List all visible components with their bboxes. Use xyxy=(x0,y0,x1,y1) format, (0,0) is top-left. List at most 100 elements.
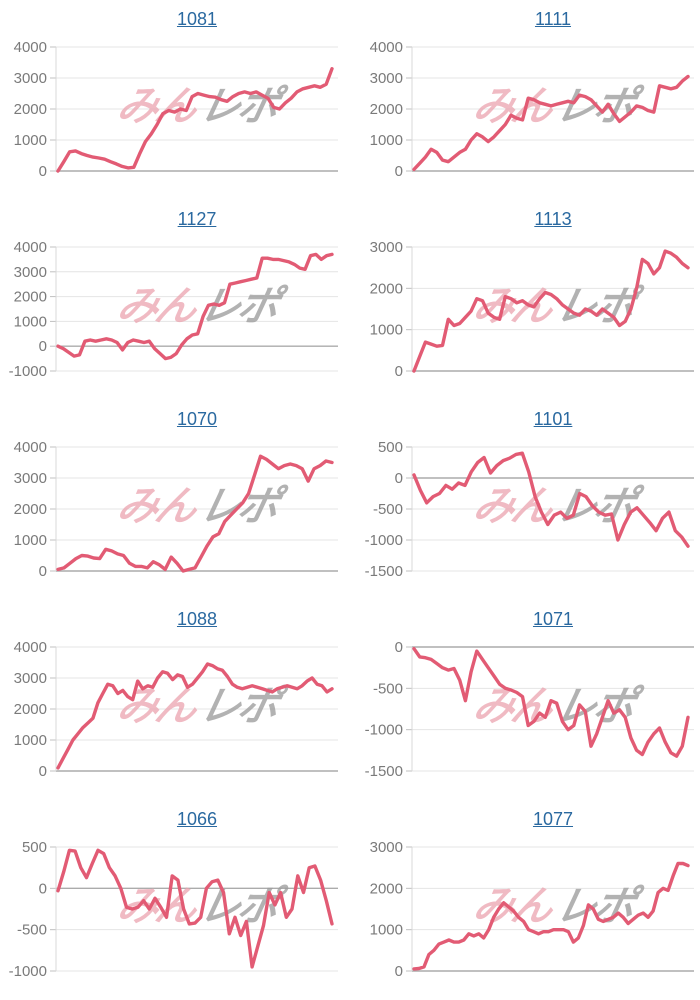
y-axis-label: 0 xyxy=(395,470,403,487)
y-axis-label: 0 xyxy=(39,763,47,780)
y-axis-label: 2000 xyxy=(14,501,47,518)
chart-title-link[interactable]: 1070 xyxy=(176,409,218,429)
y-axis-label: 1000 xyxy=(370,922,403,939)
watermark-gray-text: レポ xyxy=(551,83,637,129)
chart-cell: 1070 0 1000 2000 3000 4000 みんレポ xyxy=(0,400,350,600)
watermark-pink-text: みん xyxy=(469,483,555,529)
watermark-gray-text: レポ xyxy=(195,483,281,529)
y-axis-label: 2000 xyxy=(14,289,47,306)
y-axis-label: 2000 xyxy=(370,880,403,897)
chart-title-link[interactable]: 1071 xyxy=(532,609,574,629)
minrepo-watermark: みんレポ xyxy=(408,883,699,929)
y-axis-label: -1500 xyxy=(365,763,403,780)
y-axis-label: 0 xyxy=(39,163,47,180)
minrepo-watermark: みんレポ xyxy=(408,483,699,529)
line-series xyxy=(412,74,690,172)
watermark-gray-text: レポ xyxy=(195,83,281,129)
minrepo-watermark: みんレポ xyxy=(52,283,343,329)
chart-title-link[interactable]: 1101 xyxy=(533,409,573,429)
chart-title-link[interactable]: 1066 xyxy=(176,809,218,829)
chart-cell: 1101 -1500 -1000 -500 0 500 みんレポ xyxy=(350,400,700,600)
line-series xyxy=(412,451,690,548)
y-axis-label: 2000 xyxy=(14,701,47,718)
y-axis-label: 2000 xyxy=(370,280,403,297)
chart-title: 1066 xyxy=(56,809,338,830)
y-axis-label: 1000 xyxy=(14,132,47,149)
y-axis-label: 3000 xyxy=(14,670,47,687)
y-axis-label: 1000 xyxy=(14,532,47,549)
chart-grid-svg: 0 1000 2000 3000 xyxy=(370,239,694,380)
watermark-pink-text: みん xyxy=(113,883,199,929)
chart-title-link[interactable]: 1088 xyxy=(176,609,218,629)
chart-grid-svg: -1500 -1000 -500 0 500 xyxy=(365,439,694,580)
chart-title-link[interactable]: 1127 xyxy=(177,209,217,229)
y-axis-label: 3000 xyxy=(370,239,403,256)
chart-grid-svg: 0 1000 2000 3000 4000 xyxy=(370,39,694,180)
y-axis-label: -1000 xyxy=(9,963,47,980)
chart-cell: 1113 0 1000 2000 3000 みんレポ xyxy=(350,200,700,400)
y-axis-label: -1000 xyxy=(365,532,403,549)
y-axis-label: 1000 xyxy=(14,732,47,749)
watermark-gray-text: レポ xyxy=(195,883,281,929)
chart-line-svg xyxy=(412,74,690,172)
y-axis-label: 3000 xyxy=(370,839,403,856)
chart-title-link[interactable]: 1077 xyxy=(532,809,574,829)
y-axis-label: 3000 xyxy=(14,70,47,87)
y-axis-label: 500 xyxy=(22,839,47,856)
y-axis-label: 4000 xyxy=(14,239,47,256)
watermark-pink-text: みん xyxy=(469,83,555,129)
chart-line-svg xyxy=(412,861,690,971)
watermark-gray-text: レポ xyxy=(195,683,281,729)
chart-cell: 1127 -1000 0 1000 2000 3000 4000 みんレポ xyxy=(0,200,350,400)
chart-title-link[interactable]: 1111 xyxy=(534,9,572,29)
chart-line-svg xyxy=(412,451,690,548)
chart-title-link[interactable]: 1113 xyxy=(534,209,572,229)
minrepo-watermark: みんレポ xyxy=(52,483,343,529)
chart-line-svg xyxy=(56,66,334,173)
minrepo-watermark: みんレポ xyxy=(408,83,699,129)
line-series xyxy=(56,848,334,969)
y-axis-label: 2000 xyxy=(14,101,47,118)
y-axis-label: -1500 xyxy=(365,563,403,580)
chart-grid-svg: 0 1000 2000 3000 4000 xyxy=(14,439,338,580)
line-series xyxy=(412,861,690,971)
chart-title: 1070 xyxy=(56,409,338,430)
y-axis-label: 0 xyxy=(395,363,403,380)
line-series xyxy=(56,662,334,770)
y-axis-label: -1000 xyxy=(9,363,47,380)
chart-line-svg xyxy=(412,249,690,373)
watermark-gray-text: レポ xyxy=(551,883,637,929)
chart-cell: 1088 0 1000 2000 3000 4000 みんレポ xyxy=(0,600,350,800)
y-axis-label: 0 xyxy=(39,338,47,355)
chart-title: 1111 xyxy=(412,9,694,30)
y-axis-label: -500 xyxy=(373,501,403,518)
watermark-pink-text: みん xyxy=(469,883,555,929)
line-series xyxy=(56,454,334,573)
chart-title: 1127 xyxy=(56,209,338,230)
watermark-pink-text: みん xyxy=(113,283,199,329)
y-axis-label: 1000 xyxy=(370,132,403,149)
y-axis-label: 0 xyxy=(39,563,47,580)
chart-cell: 1066 -1000 -500 0 500 みんレポ xyxy=(0,800,350,1000)
chart-title: 1071 xyxy=(412,609,694,630)
y-axis-label: 0 xyxy=(395,163,403,180)
minrepo-watermark: みんレポ xyxy=(52,883,343,929)
y-axis-label: 4000 xyxy=(14,39,47,56)
chart-grid-svg: 0 1000 2000 3000 4000 xyxy=(14,39,338,180)
watermark-pink-text: みん xyxy=(113,683,199,729)
watermark-gray-text: レポ xyxy=(195,283,281,329)
y-axis-label: -500 xyxy=(17,922,47,939)
y-axis-label: 4000 xyxy=(370,39,403,56)
chart-title-link[interactable]: 1081 xyxy=(176,9,218,29)
watermark-pink-text: みん xyxy=(469,683,555,729)
line-series xyxy=(56,66,334,173)
chart-line-svg xyxy=(56,454,334,573)
y-axis-label: 4000 xyxy=(14,639,47,656)
line-series xyxy=(56,252,334,361)
y-axis-label: 3000 xyxy=(14,470,47,487)
chart-title: 1088 xyxy=(56,609,338,630)
chart-line-svg xyxy=(412,647,690,758)
y-axis-label: -1000 xyxy=(365,722,403,739)
y-axis-label: 500 xyxy=(378,439,403,456)
y-axis-label: 0 xyxy=(395,963,403,980)
